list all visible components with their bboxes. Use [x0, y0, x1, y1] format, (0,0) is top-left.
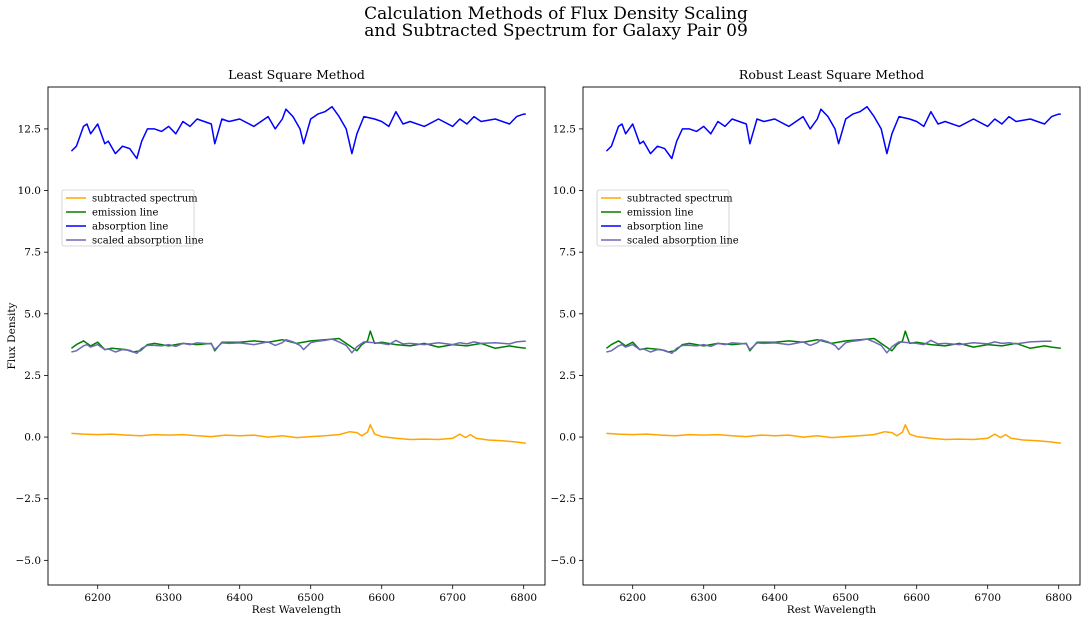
y-tick-label: −2.5: [551, 493, 577, 505]
x-tick-label: 6700: [974, 592, 1001, 604]
legend: subtracted spectrum emission line absorpti…: [596, 189, 739, 247]
y-tick-label: 12.5: [553, 123, 576, 135]
x-tick-label: 6300: [155, 592, 182, 604]
series-line-subtracted-spectrum: [71, 424, 526, 444]
legend-label: emission line: [92, 208, 159, 219]
y-tick-label: 10.0: [553, 185, 576, 197]
x-tick-label: 6600: [368, 592, 395, 604]
legend-label: subtracted spectrum: [627, 194, 733, 205]
legend: subtracted spectrum emission line absorpti…: [61, 189, 204, 247]
x-tick-label: 6300: [690, 592, 717, 604]
legend-label: emission line: [627, 208, 694, 219]
chart-panel-1: Least Square Method 6200 6300 6400 6500 6600 6…: [6, 67, 546, 616]
series-line-subtracted-spectrum: [606, 424, 1061, 444]
series-line-absorption-line: [70, 105, 526, 160]
figure-title-line2: and Subtracted Spectrum for Galaxy Pair …: [364, 21, 748, 41]
plot-frame: [582, 86, 1081, 586]
legend-label: subtracted spectrum: [92, 194, 198, 205]
y-tick-label: 10.0: [18, 185, 41, 197]
x-tick-label: 6500: [297, 592, 324, 604]
y-axis-label: Flux Density: [6, 302, 18, 369]
x-tick-label: 6500: [832, 592, 859, 604]
legend-label: absorption line: [92, 222, 168, 233]
y-tick-label: −5.0: [551, 555, 577, 567]
chart-title: Least Square Method: [228, 67, 365, 82]
x-tick-label: 6400: [761, 592, 788, 604]
legend-label: scaled absorption line: [92, 236, 204, 247]
legend-label: absorption line: [627, 222, 703, 233]
legend-label: scaled absorption line: [627, 236, 739, 247]
legend-box: [596, 189, 730, 247]
y-tick-label: 5.0: [559, 308, 576, 320]
series-line-scaled-absorption-line: [71, 338, 526, 355]
x-tick-label: 6600: [903, 592, 930, 604]
x-tick-label: 6800: [1045, 592, 1072, 604]
x-axis-label: Rest Wavelength: [252, 604, 342, 616]
plot-frame: [47, 86, 546, 586]
y-tick-label: 2.5: [24, 370, 41, 382]
x-tick-label: 6400: [226, 592, 253, 604]
x-tick-label: 6800: [510, 592, 537, 604]
y-tick-label: −2.5: [16, 493, 42, 505]
series-line-scaled-absorption-line: [606, 338, 1052, 355]
y-tick-label: 0.0: [24, 432, 41, 444]
y-tick-label: 7.5: [559, 247, 576, 259]
y-tick-label: 5.0: [24, 308, 41, 320]
x-tick-label: 6700: [439, 592, 466, 604]
chart-title: Robust Least Square Method: [739, 67, 924, 82]
y-tick-label: −5.0: [16, 555, 42, 567]
chart-panel-2: Robust Least Square Method 6200 6300 6400 65…: [551, 67, 1081, 616]
y-tick-label: 0.0: [559, 432, 576, 444]
x-tick-label: 6200: [84, 592, 111, 604]
x-tick-label: 6200: [619, 592, 646, 604]
y-tick-label: 12.5: [18, 123, 41, 135]
y-tick-label: 7.5: [24, 247, 41, 259]
y-tick-label: 2.5: [559, 370, 576, 382]
legend-box: [61, 189, 195, 247]
x-axis-label: Rest Wavelength: [787, 604, 877, 616]
series-line-absorption-line: [605, 105, 1061, 160]
figure-title-line1: Calculation Methods of Flux Density Scal…: [364, 4, 748, 24]
